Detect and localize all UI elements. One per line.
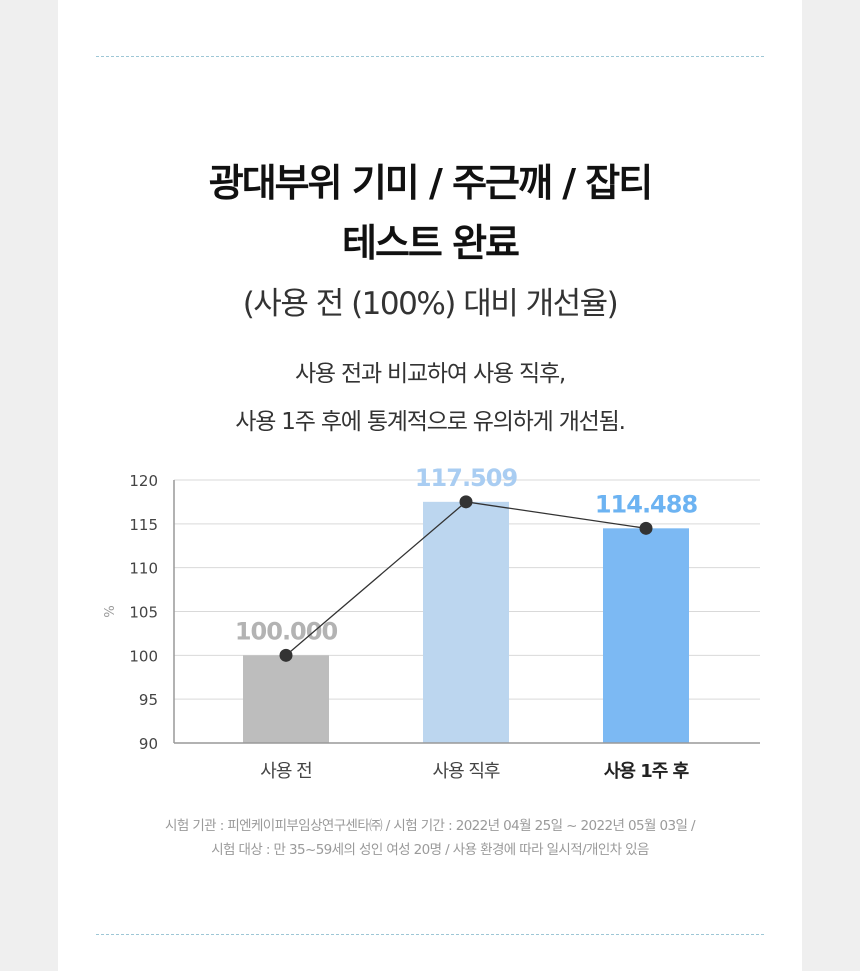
heading-line-1: 광대부위 기미 / 주근깨 / 잡티 — [208, 161, 653, 205]
bottom-dashed-divider — [96, 934, 764, 935]
description-line-1: 사용 전과 비교하여 사용 직후, — [294, 361, 566, 387]
heading-subtitle: (사용 전 (100%) 대비 개선율) — [242, 286, 619, 322]
value-label-3: 114.488 — [595, 490, 698, 518]
x-category-label-3: 사용 1주 후 — [604, 761, 689, 782]
y-tick-label: 110 — [129, 560, 158, 578]
data-point-3 — [639, 521, 653, 535]
footnote-line-1: 시험 기관 : 피엔케이피부임상연구센타㈜ / 시험 기간 : 2022년 04… — [165, 818, 696, 834]
content-card: 광대부위 기미 / 주근깨 / 잡티 테스트 완료 (사용 전 (100%) 대… — [58, 0, 802, 971]
y-tick-label: 115 — [129, 516, 158, 534]
value-label-2: 117.509 — [415, 464, 518, 492]
top-dashed-divider — [96, 56, 764, 57]
improvement-bar-chart: 120 115 110 105 100 95 90% 100.000 사용 전 117.509 사용… — [103, 464, 760, 782]
x-category-label-2: 사용 직후 — [433, 761, 500, 782]
value-label-1: 100.000 — [235, 617, 338, 645]
y-tick-label: 95 — [139, 691, 158, 709]
bar-2 — [423, 501, 509, 743]
bar-3 — [603, 528, 689, 743]
footnote-line-2: 시험 대상 : 만 35~59세의 성인 여성 20명 / 사용 환경에 따라 … — [211, 842, 649, 858]
y-tick-label: 100 — [129, 647, 158, 665]
y-tick-label: 90 — [139, 735, 158, 753]
y-tick-label: 105 — [129, 604, 158, 622]
y-tick-label: 120 — [129, 472, 158, 490]
description-line-2: 사용 1주 후에 통계적으로 유의하게 개선됨. — [235, 409, 626, 435]
x-category-label-1: 사용 전 — [260, 761, 311, 782]
heading-line-2: 테스트 완료 — [341, 221, 520, 265]
bar-1 — [243, 655, 329, 743]
data-point-2 — [459, 495, 473, 509]
y-axis-label: % — [103, 605, 118, 617]
data-point-1 — [279, 648, 293, 662]
